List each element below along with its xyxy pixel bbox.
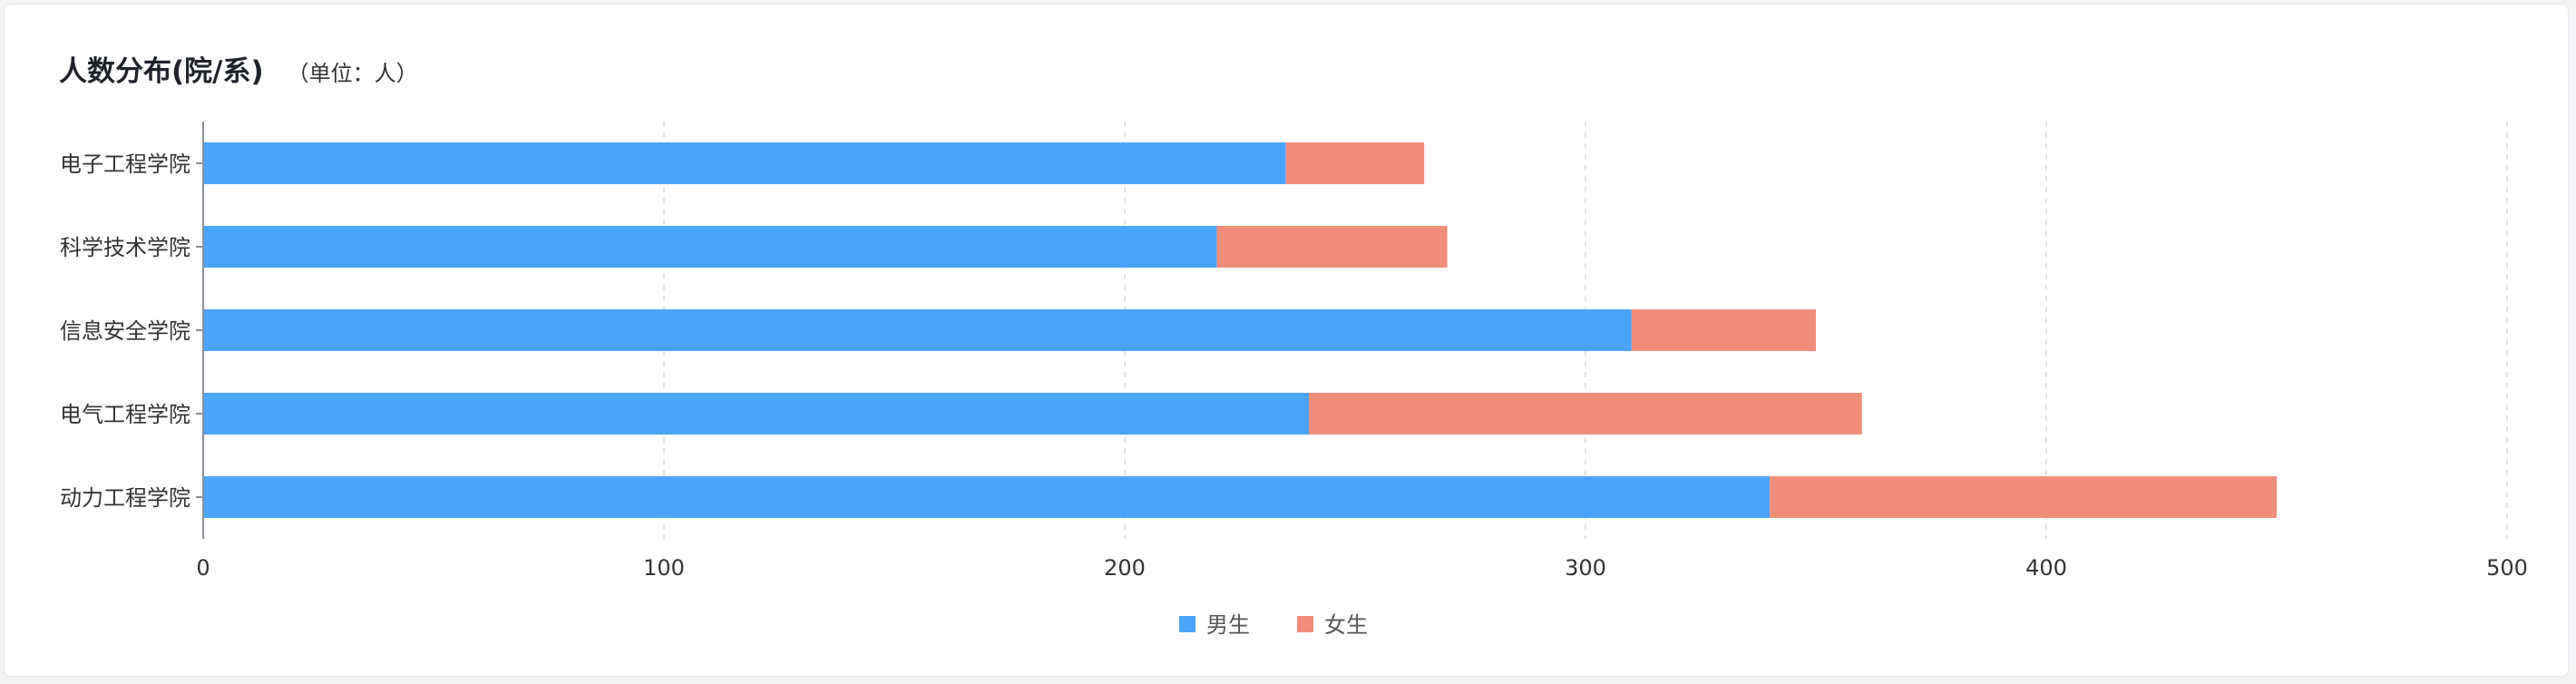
bar-male <box>203 226 1217 268</box>
legend-label: 女生 <box>1324 612 1368 638</box>
y-tick-label: 科学技术学院 <box>60 235 190 260</box>
bar-female <box>1631 309 1816 351</box>
bar-female <box>1216 226 1448 268</box>
bar-male <box>203 309 1632 351</box>
y-tick-label: 电子工程学院 <box>60 151 190 177</box>
chart-unit-note: （单位：人） <box>287 61 418 86</box>
legend-label: 男生 <box>1206 612 1250 638</box>
x-tick-label: 0 <box>196 555 210 581</box>
legend-swatch <box>1297 616 1313 632</box>
bar-female <box>1285 142 1425 184</box>
chart-title: 人数分布(院/系) <box>59 55 264 88</box>
bar-male <box>203 476 1771 518</box>
bar-female <box>1770 476 2277 518</box>
y-tick-label: 信息安全学院 <box>60 318 190 344</box>
legend-swatch <box>1179 616 1195 632</box>
bars <box>203 142 2277 518</box>
bar-female <box>1309 393 1862 435</box>
x-tick-label: 500 <box>2486 555 2528 581</box>
bar-male <box>203 393 1310 435</box>
x-axis: 0 100 200 300 400 500 <box>196 555 2528 581</box>
y-tick-label: 动力工程学院 <box>60 485 190 511</box>
x-tick-label: 400 <box>2025 555 2067 581</box>
card-header: 人数分布(院/系) （单位：人） <box>59 48 418 89</box>
legend: 男生 女生 <box>1179 612 1368 638</box>
y-tick-label: 电气工程学院 <box>60 402 190 427</box>
x-tick-label: 200 <box>1104 555 1146 581</box>
x-tick-label: 100 <box>643 555 685 581</box>
x-tick-label: 300 <box>1565 555 1606 581</box>
bar-male <box>203 142 1286 184</box>
